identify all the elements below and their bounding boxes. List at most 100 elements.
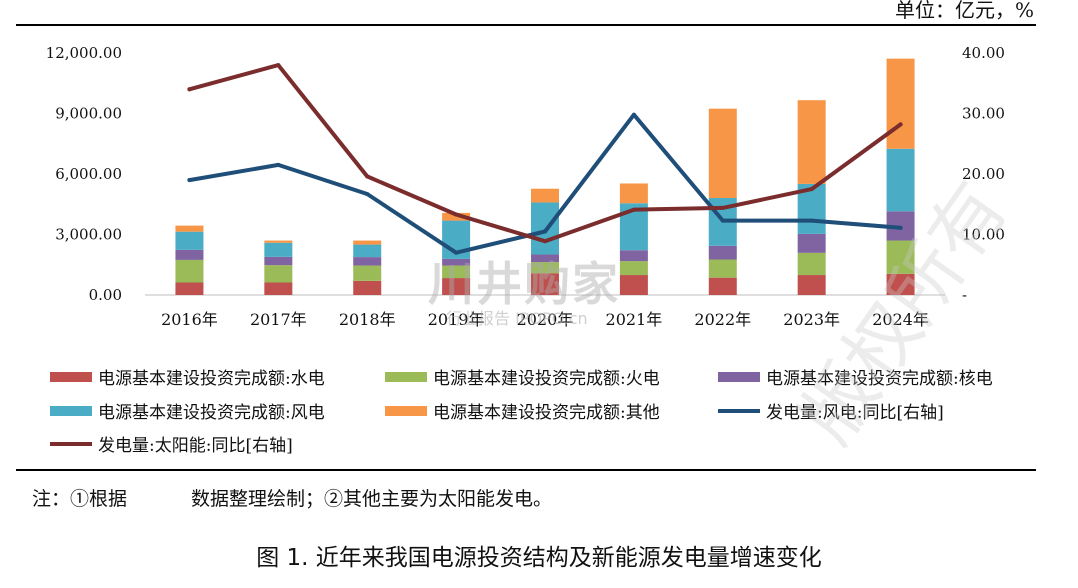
legend-label-hydro: 电源基本建设投资完成额:水电 — [98, 369, 325, 389]
point-wind_growth-5 — [631, 112, 636, 117]
point-solar_growth-7 — [809, 187, 814, 192]
x-tick-label: 2016年 — [161, 310, 218, 329]
point-wind_growth-3 — [454, 250, 459, 255]
bar-other-3 — [442, 212, 471, 221]
bars-layer — [175, 58, 915, 295]
y-left-tick-label: 0.00 — [89, 286, 122, 304]
y-left-tick-label: 12,000.00 — [46, 44, 122, 62]
y-right-tick-label: 20.00 — [962, 165, 1005, 183]
bar-nuclear-4 — [531, 254, 559, 263]
tick-labels-layer: 0.00 3,000.00 6,000.00 9,000.00 12,000.00 - 10… — [46, 44, 1005, 329]
legend-label-wind_growth: 发电量:风电:同比[右轴] — [766, 403, 944, 423]
legend-swatch-hydro — [50, 372, 92, 382]
point-wind_growth-4 — [543, 229, 547, 234]
legend: 电源基本建设投资完成额:水电 电源基本建设投资完成额:火电 电源基本建设投资完成额:… — [50, 369, 993, 456]
bar-hydro-7 — [797, 275, 826, 295]
legend-label-other: 电源基本建设投资完成额:其他 — [433, 403, 660, 423]
point-solar_growth-1 — [276, 63, 281, 68]
investment-chart: 0.00 3,000.00 6,000.00 9,000.00 12,000.00 - 10… — [46, 44, 1005, 456]
bar-thermal-7 — [797, 252, 826, 276]
bar-thermal-0 — [175, 259, 204, 283]
point-solar_growth-5 — [631, 207, 636, 212]
top-rule — [16, 24, 1036, 26]
bar-nuclear-6 — [708, 245, 737, 260]
point-solar_growth-0 — [187, 87, 192, 92]
x-tick-label: 2017年 — [250, 310, 307, 329]
bar-hydro-2 — [353, 280, 382, 295]
legend-label-solar_growth: 发电量:太阳能:同比[右轴] — [98, 436, 293, 456]
point-solar_growth-2 — [365, 174, 370, 179]
y-right-tick-label: - — [962, 286, 967, 304]
figure-title: 图 1. 近年来我国电源投资结构及新能源发电量增速变化 — [256, 545, 822, 571]
legend-swatch-thermal — [385, 372, 427, 382]
x-tick-label: 2019年 — [428, 310, 485, 329]
lines-layer — [187, 63, 903, 255]
x-tick-label: 2022年 — [694, 310, 751, 329]
bar-hydro-1 — [264, 282, 293, 295]
legend-label-wind: 电源基本建设投资完成额:风电 — [98, 403, 325, 423]
point-wind_growth-7 — [809, 218, 814, 223]
unit-label: 单位：亿元，% — [894, 0, 1034, 22]
y-left-tick-label: 9,000.00 — [55, 105, 122, 123]
bar-nuclear-0 — [175, 249, 204, 260]
y-left-tick-label: 6,000.00 — [55, 165, 122, 183]
note-part1: 注：①根据 — [32, 488, 128, 510]
bar-thermal-2 — [353, 265, 382, 281]
x-tick-label: 2020年 — [517, 310, 574, 329]
bar-thermal-6 — [708, 259, 737, 278]
chart-note: 注：①根据 数据整理绘制；②其他主要为太阳能发电。 — [32, 484, 552, 511]
bar-hydro-4 — [531, 273, 559, 295]
bar-wind-1 — [264, 242, 293, 257]
bar-thermal-1 — [264, 265, 293, 283]
legend-swatch-wind — [50, 406, 92, 416]
bar-thermal-5 — [619, 261, 648, 276]
bar-other-2 — [353, 240, 382, 245]
bar-nuclear-7 — [797, 233, 826, 253]
bar-hydro-6 — [708, 277, 737, 295]
legend-label-thermal: 电源基本建设投资完成额:火电 — [433, 369, 660, 389]
point-wind_growth-2 — [365, 191, 370, 196]
bar-other-8 — [886, 58, 915, 149]
x-tick-label: 2018年 — [339, 310, 396, 329]
bar-nuclear-5 — [619, 250, 648, 262]
bar-nuclear-3 — [442, 258, 471, 266]
bar-other-5 — [619, 183, 648, 204]
point-solar_growth-3 — [454, 212, 459, 217]
bar-thermal-8 — [886, 240, 915, 274]
legend-label-nuclear: 电源基本建设投资完成额:核电 — [766, 369, 993, 389]
x-tick-label: 2021年 — [606, 310, 663, 329]
bar-wind-8 — [886, 148, 915, 212]
point-wind_growth-6 — [720, 218, 725, 223]
bar-other-0 — [175, 225, 204, 232]
x-tick-label: 2024年 — [872, 310, 929, 329]
bar-hydro-8 — [886, 273, 915, 295]
legend-swatch-other — [385, 406, 427, 416]
bar-nuclear-1 — [264, 256, 293, 266]
bar-thermal-4 — [531, 262, 559, 274]
point-solar_growth-8 — [898, 122, 903, 127]
point-wind_growth-1 — [276, 162, 281, 167]
bar-wind-2 — [353, 244, 382, 258]
point-wind_growth-0 — [187, 178, 192, 183]
note-part2: 数据整理绘制；②其他主要为太阳能发电。 — [191, 488, 553, 510]
bar-thermal-3 — [442, 265, 471, 279]
bar-other-7 — [797, 100, 826, 184]
point-wind_growth-8 — [898, 225, 903, 230]
bar-other-4 — [531, 188, 559, 203]
legend-swatch-nuclear — [718, 372, 760, 382]
point-solar_growth-4 — [543, 239, 547, 244]
x-tick-label: 2023年 — [783, 310, 840, 329]
y-right-tick-label: 30.00 — [962, 105, 1005, 123]
y-right-tick-label: 10.00 — [962, 226, 1005, 244]
y-left-tick-label: 3,000.00 — [55, 226, 122, 244]
bar-nuclear-2 — [353, 257, 382, 266]
bar-wind-0 — [175, 231, 204, 250]
bar-hydro-3 — [442, 278, 471, 295]
bar-hydro-5 — [619, 275, 648, 295]
bottom-rule — [16, 469, 1036, 471]
point-solar_growth-6 — [720, 205, 725, 210]
bar-other-1 — [264, 240, 293, 243]
bar-hydro-0 — [175, 282, 204, 295]
y-right-tick-label: 40.00 — [962, 44, 1005, 62]
bar-other-6 — [708, 108, 737, 198]
